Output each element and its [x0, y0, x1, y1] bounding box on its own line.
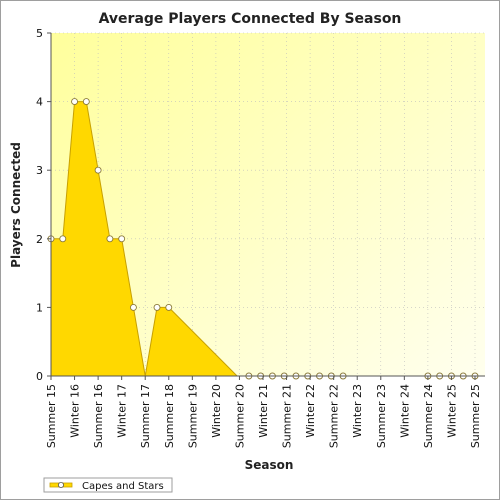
x-tick-label: Winter 25 — [445, 384, 458, 438]
legend-marker-icon — [58, 481, 65, 488]
x-axis-title: Season — [245, 458, 294, 472]
data-point — [129, 303, 137, 311]
chart-title: Average Players Connected By Season — [99, 11, 402, 27]
x-tick-label: Winter 20 — [210, 384, 223, 438]
y-tick-labels: 0 1 2 3 4 5 — [36, 27, 51, 383]
x-tick-label: Summer 24 — [422, 384, 435, 448]
data-point — [59, 235, 67, 243]
x-tick-labels: Summer 15 Winter 16 Summer 16 Winter 17 Summ… — [45, 376, 482, 448]
x-tick-label: Summer 18 — [163, 384, 176, 448]
data-point — [82, 98, 90, 106]
data-point — [94, 166, 102, 174]
data-point — [153, 303, 161, 311]
x-tick-label: Summer 15 — [45, 384, 58, 448]
legend-label: Capes and Stars — [82, 481, 164, 492]
data-point — [71, 98, 79, 106]
y-tick-label: 2 — [36, 233, 43, 246]
x-tick-label: Winter 23 — [351, 384, 364, 438]
y-tick-label: 1 — [36, 301, 43, 314]
x-tick-label: Winter 22 — [304, 384, 317, 438]
legend: Capes and Stars — [43, 477, 173, 493]
y-axis-title: Players Connected — [9, 142, 23, 268]
x-tick-label: Summer 25 — [469, 384, 482, 448]
x-tick-label: Winter 21 — [257, 384, 270, 438]
x-tick-label: Summer 20 — [233, 384, 246, 448]
y-tick-label: 0 — [36, 370, 43, 383]
y-tick-label: 3 — [36, 164, 43, 177]
y-tick-label: 5 — [36, 27, 43, 40]
x-tick-label: Summer 22 — [328, 384, 341, 448]
x-tick-label: Summer 17 — [139, 384, 152, 448]
x-tick-label: Winter 16 — [69, 384, 82, 438]
x-tick-label: Winter 17 — [116, 384, 129, 438]
x-tick-label: Summer 21 — [281, 384, 294, 448]
x-tick-label: Summer 16 — [92, 384, 105, 448]
x-tick-label: Summer 23 — [375, 384, 388, 448]
legend-box — [43, 477, 173, 493]
data-point — [106, 235, 114, 243]
data-point — [165, 303, 173, 311]
x-tick-label: Summer 19 — [186, 384, 199, 448]
x-tick-label: Winter 24 — [398, 384, 411, 438]
y-tick-label: 4 — [36, 96, 43, 109]
data-point — [118, 235, 126, 243]
